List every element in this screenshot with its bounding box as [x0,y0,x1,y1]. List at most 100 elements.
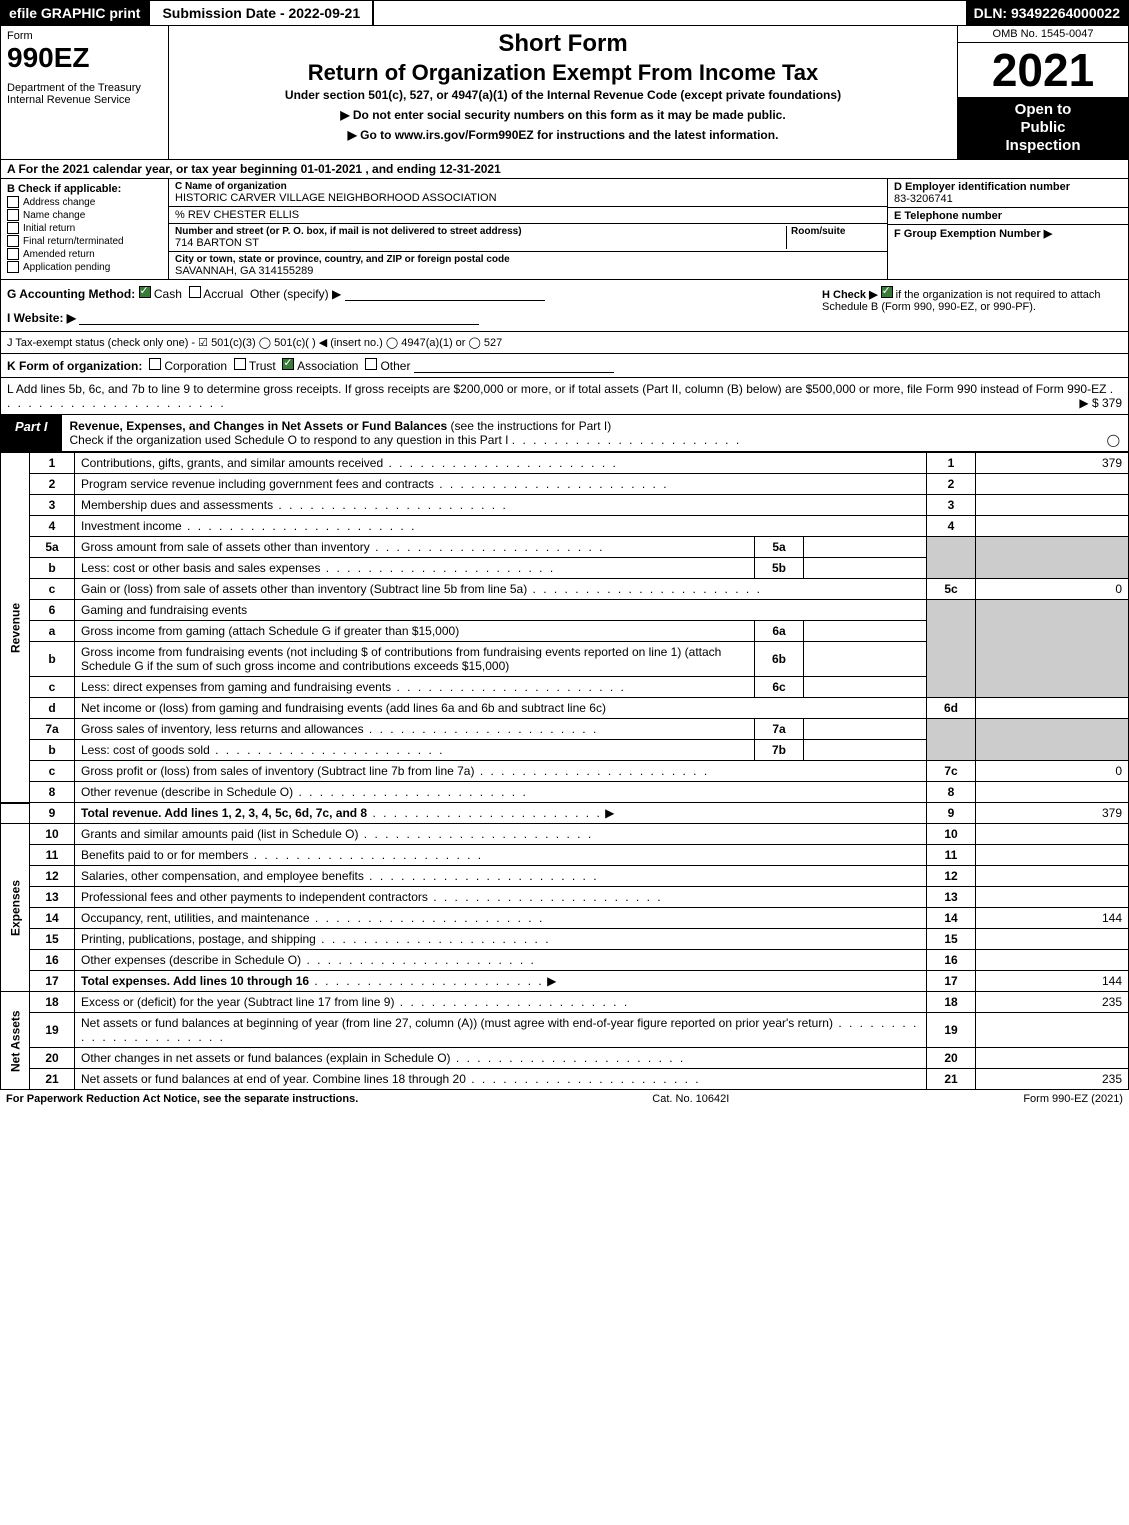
return-title: Return of Organization Exempt From Incom… [179,60,947,86]
dots-icon [320,561,555,575]
g-label: G Accounting Method: [7,287,135,301]
checkbox-accrual-icon[interactable] [189,286,201,298]
street-address: 714 BARTON ST [175,237,786,249]
checkbox-cash-icon[interactable] [139,286,151,298]
dots-icon [383,456,618,470]
ssn-warning: ▶ Do not enter social security numbers o… [179,108,947,122]
side-expenses: Expenses [1,824,30,992]
k-trust: Trust [249,359,276,373]
line-6: 6 Gaming and fundraising events [1,600,1129,621]
check-initial-return[interactable]: Initial return [7,222,162,234]
line-5c: c Gain or (loss) from sale of assets oth… [1,579,1129,600]
h-schedule-b: H Check ▶ if the organization is not req… [822,286,1122,325]
c-name-block: C Name of organization HISTORIC CARVER V… [169,179,887,207]
info-grid: B Check if applicable: Address change Na… [0,179,1129,280]
check-address-change[interactable]: Address change [7,196,162,208]
g-other-blank [345,288,545,301]
form-number: 990EZ [7,42,162,74]
checkbox-icon [7,196,19,208]
line-14: 14 Occupancy, rent, utilities, and maint… [1,908,1129,929]
line-13: 13 Professional fees and other payments … [1,887,1129,908]
b-label: B Check if applicable: [7,183,162,195]
addr-label: Number and street (or P. O. box, if mail… [175,226,786,237]
irs-label: Internal Revenue Service [7,94,162,106]
check-final-return[interactable]: Final return/terminated [7,235,162,247]
line-19: 19 Net assets or fund balances at beginn… [1,1013,1129,1048]
checkbox-icon [7,261,19,273]
ein-value: 83-3206741 [894,193,1122,205]
dots-icon [293,785,528,799]
l-text: L Add lines 5b, 6c, and 7b to line 9 to … [7,382,1106,396]
c-city-block: City or town, state or province, country… [169,252,887,279]
l-value: ▶ $ 379 [1079,396,1122,410]
efile-print-tab[interactable]: efile GRAPHIC print [1,1,148,25]
top-bar: efile GRAPHIC print Submission Date - 20… [0,0,1129,26]
checkbox-icon [7,235,19,247]
line-16: 16 Other expenses (describe in Schedule … [1,950,1129,971]
dots-icon [367,806,602,820]
dots-icon [466,1072,701,1086]
dots-icon [474,764,709,778]
line-7a: 7a Gross sales of inventory, less return… [1,719,1129,740]
dots-icon [364,722,599,736]
check-application-pending[interactable]: Application pending [7,261,162,273]
checkbox-h-icon[interactable] [881,286,893,298]
checkbox-trust-icon[interactable] [234,358,246,370]
check-amended-return[interactable]: Amended return [7,248,162,260]
page-footer: For Paperwork Reduction Act Notice, see … [0,1090,1129,1108]
goto-link[interactable]: ▶ Go to www.irs.gov/Form990EZ for instru… [179,128,947,142]
line-9: 9 Total revenue. Add lines 1, 2, 3, 4, 5… [1,803,1129,824]
side-revenue: Revenue [1,453,30,803]
k-corp: Corporation [164,359,227,373]
dots-icon [451,1051,686,1065]
room-label: Room/suite [791,226,881,237]
dots-icon [248,848,483,862]
c-careof-block: % REV CHESTER ELLIS [169,207,887,224]
k-other-blank [414,360,614,373]
g-cash: Cash [154,287,182,301]
col-b: B Check if applicable: Address change Na… [1,179,169,279]
part1-header: Part I Revenue, Expenses, and Changes in… [0,415,1129,452]
part1-table: Revenue 1 Contributions, gifts, grants, … [0,452,1129,1090]
line-4: 4 Investment income 4 [1,516,1129,537]
checkbox-other-icon[interactable] [365,358,377,370]
e-label: E Telephone number [894,210,1122,222]
checkbox-corp-icon[interactable] [149,358,161,370]
k-form-org: K Form of organization: Corporation Trus… [0,354,1129,378]
dots-icon [182,519,417,533]
l-gross-receipts: L Add lines 5b, 6c, and 7b to line 9 to … [0,378,1129,415]
website-blank [79,312,479,325]
dln-tab: DLN: 93492264000022 [966,1,1128,25]
dots-icon [391,680,626,694]
open-line-3: Inspection [960,137,1126,155]
g-other: Other (specify) ▶ [250,287,341,301]
col-def: D Employer identification number 83-3206… [887,179,1128,279]
line-18: Net Assets 18 Excess or (deficit) for th… [1,992,1129,1013]
dots-icon [309,974,544,988]
i-website-label: I Website: ▶ [7,311,76,325]
goto-link-text: ▶ Go to www.irs.gov/Form990EZ for instru… [348,128,779,142]
open-public-badge: Open to Public Inspection [958,97,1128,159]
dots-icon [316,932,551,946]
dots-icon [301,953,536,967]
form-header: Form 990EZ Department of the Treasury In… [0,26,1129,160]
open-line-2: Public [960,119,1126,137]
short-form-title: Short Form [179,30,947,58]
city-label: City or town, state or province, country… [175,254,881,265]
c-name-label: C Name of organization [175,181,881,192]
footer-catno: Cat. No. 10642I [652,1093,729,1105]
header-right: OMB No. 1545-0047 2021 Open to Public In… [957,26,1128,159]
checkbox-icon [7,209,19,221]
part1-title: Revenue, Expenses, and Changes in Net As… [70,419,448,433]
dots-icon [273,498,508,512]
h-label: H Check ▶ [822,289,878,301]
care-of: % REV CHESTER ELLIS [175,209,881,221]
checkbox-assoc-icon[interactable] [282,358,294,370]
check-name-change[interactable]: Name change [7,209,162,221]
j-text: J Tax-exempt status (check only one) - ☑… [7,337,502,349]
checkbox-icon [7,248,19,260]
line-5a: 5a Gross amount from sale of assets othe… [1,537,1129,558]
line-7c: c Gross profit or (loss) from sales of i… [1,761,1129,782]
schedule-o-checkbox[interactable]: ◯ [1107,433,1120,447]
f-group-block: F Group Exemption Number ▶ [888,225,1128,279]
